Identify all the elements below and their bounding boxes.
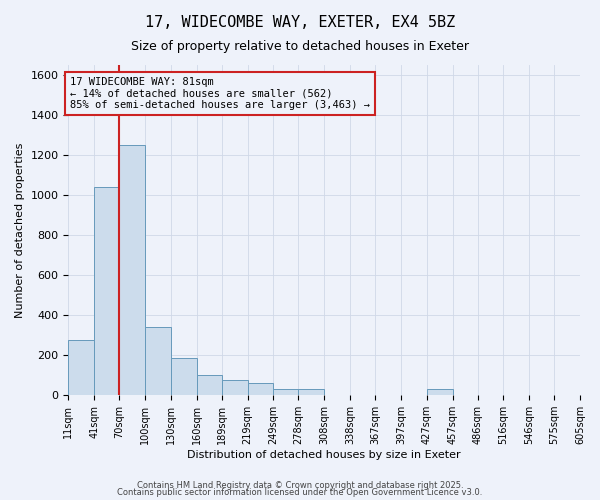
Bar	[145, 327, 171, 395]
Bar	[68, 340, 94, 395]
X-axis label: Distribution of detached houses by size in Exeter: Distribution of detached houses by size …	[187, 450, 461, 460]
Text: Contains public sector information licensed under the Open Government Licence v3: Contains public sector information licen…	[118, 488, 482, 497]
Text: Contains HM Land Registry data © Crown copyright and database right 2025.: Contains HM Land Registry data © Crown c…	[137, 480, 463, 490]
Bar	[298, 389, 324, 395]
Bar	[94, 187, 119, 395]
Bar	[248, 383, 274, 395]
Bar	[119, 145, 145, 395]
Bar	[171, 358, 197, 395]
Y-axis label: Number of detached properties: Number of detached properties	[15, 142, 25, 318]
Bar	[222, 380, 248, 395]
Bar	[427, 389, 452, 395]
Text: 17, WIDECOMBE WAY, EXETER, EX4 5BZ: 17, WIDECOMBE WAY, EXETER, EX4 5BZ	[145, 15, 455, 30]
Text: Size of property relative to detached houses in Exeter: Size of property relative to detached ho…	[131, 40, 469, 53]
Text: 17 WIDECOMBE WAY: 81sqm
← 14% of detached houses are smaller (562)
85% of semi-d: 17 WIDECOMBE WAY: 81sqm ← 14% of detache…	[70, 77, 370, 110]
Bar	[197, 375, 222, 395]
Bar	[274, 389, 298, 395]
